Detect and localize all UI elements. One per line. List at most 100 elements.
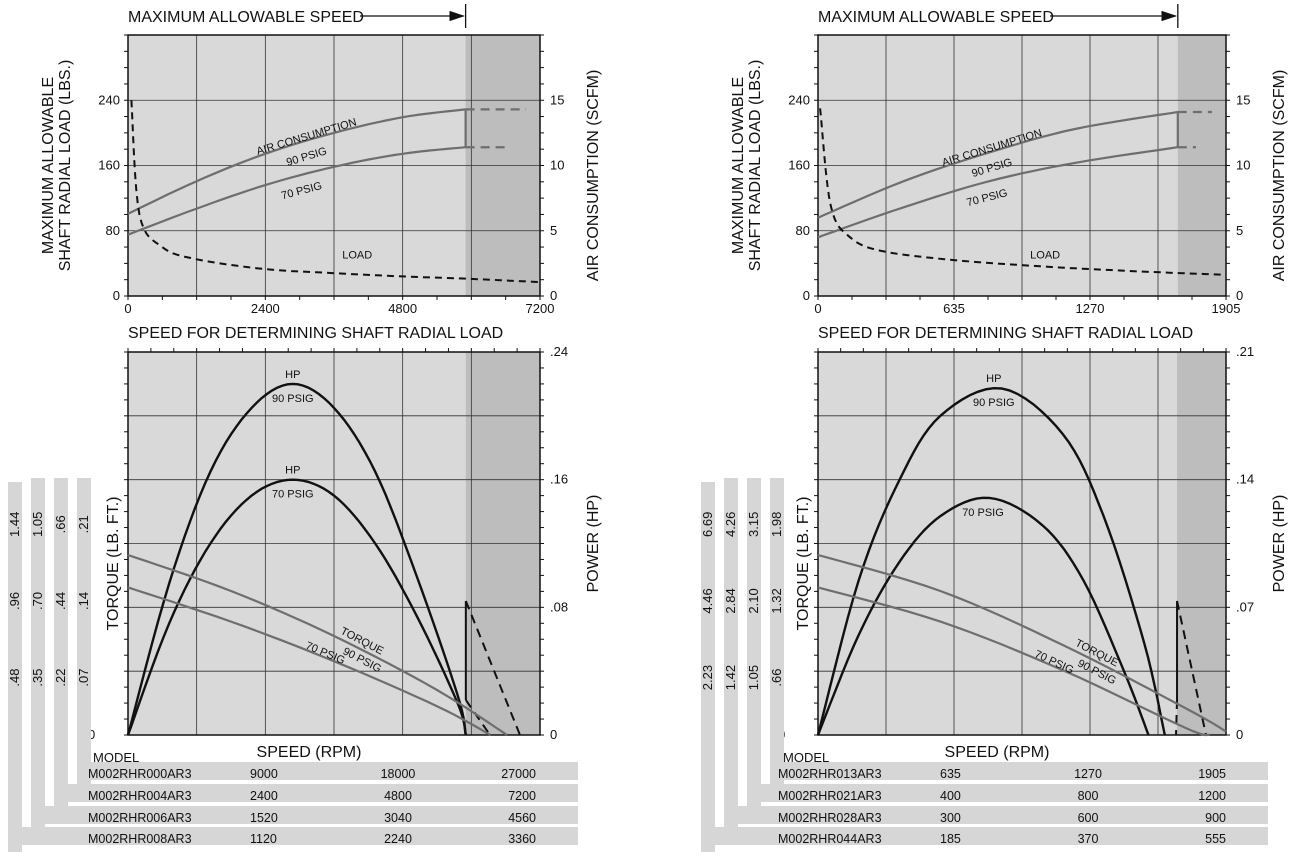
torque-scale-value: 1.05 — [30, 512, 45, 537]
speed-axis-title: SPEED (RPM) — [257, 744, 362, 761]
max-speed-label: MAXIMUM ALLOWABLE SPEED — [818, 9, 1054, 26]
hp-70-psig-label: 70 PSIG — [962, 507, 1004, 519]
speed-value: 2240 — [384, 832, 412, 846]
shaft-radial-load-line — [819, 108, 1227, 276]
upper-left-tick-label: 0 — [113, 288, 120, 303]
power-axis-title: POWER (HP) — [1271, 495, 1288, 593]
speed-value: 185 — [940, 832, 961, 846]
upper-left-axis-title: MAXIMUM ALLOWABLESHAFT RADIAL LOAD (LBS.… — [40, 60, 74, 272]
model-name: M002RHR044AR3 — [778, 832, 882, 846]
upper-x-axis-title: SPEED FOR DETERMINING SHAFT RADIAL LOAD — [128, 325, 503, 342]
torque-70psig-line — [817, 586, 1210, 737]
upper-right-axis-title: AIR CONSUMPTION (SCFM) — [1271, 70, 1288, 282]
torque-scale-value: 1.98 — [769, 512, 784, 537]
upper-left-tick-label: 160 — [788, 158, 810, 173]
torque-scale-value: .66 — [53, 515, 68, 533]
torque-scale-strip — [8, 482, 22, 852]
model-name: M002RHR000AR3 — [88, 767, 192, 781]
lower-right-tick-label: .16 — [550, 472, 568, 487]
torque-90psig-line — [817, 553, 1227, 733]
shaft-radial-load-line — [130, 100, 541, 284]
torque-scale-value: .44 — [53, 592, 68, 610]
upper-right-tick-label: 0 — [1236, 288, 1243, 303]
model-row-bar — [8, 827, 578, 845]
upper-left-tick-label: 80 — [106, 223, 120, 238]
hp-90psig-line — [816, 386, 1166, 736]
speed-value: 1905 — [1198, 767, 1226, 781]
lower-right-tick-label: 0 — [1236, 727, 1243, 742]
torque-scale-value: .66 — [769, 669, 784, 687]
hp-70-psig-label: 70 PSIG — [272, 489, 314, 501]
hp-70-label: HP — [285, 465, 300, 477]
model-name: M002RHR008AR3 — [88, 832, 192, 846]
air-consumption-90psig-line — [817, 110, 1178, 219]
hp-90psig-line — [126, 382, 467, 736]
torque-scale-value: 1.32 — [769, 588, 784, 613]
torque-scale-value: 2.10 — [746, 588, 761, 613]
upper-right-tick-label: 10 — [550, 158, 564, 173]
lower-right-tick-label: 0 — [550, 727, 557, 742]
hp-70psig-line — [816, 496, 1150, 736]
speed-value: 1200 — [1198, 789, 1226, 803]
power-axis-title: POWER (HP) — [585, 495, 602, 593]
speed-value: 370 — [1078, 832, 1099, 846]
torque-90psig-line — [127, 553, 508, 736]
upper-left-tick-label: 160 — [98, 158, 120, 173]
max-speed-label: MAXIMUM ALLOWABLE SPEED — [128, 9, 364, 26]
upper-x-tick-label: 0 — [124, 301, 131, 316]
lower-right-tick-label: .14 — [1236, 472, 1254, 487]
lower-right-tick-label: .21 — [1236, 344, 1254, 359]
torque-70psig-line — [127, 586, 492, 736]
torque-scale-value: .22 — [53, 669, 68, 687]
torque-scale-value: 2.23 — [700, 665, 715, 690]
speed-value: 27000 — [501, 767, 536, 781]
torque-scale-value: .96 — [7, 592, 22, 610]
torque-scale-value: .21 — [76, 515, 91, 533]
torque-scale-strip — [770, 478, 784, 798]
speed-value: 900 — [1205, 811, 1226, 825]
torque-scale-value: 4.46 — [700, 588, 715, 613]
speed-value: 400 — [940, 789, 961, 803]
model-name: M002RHR028AR3 — [778, 811, 882, 825]
model-row-bar — [770, 762, 1268, 780]
speed-value: 7200 — [508, 789, 536, 803]
torque-scale-strip — [701, 482, 715, 852]
upper-right-tick-label: 0 — [550, 288, 557, 303]
hp-90-psig-label: 90 PSIG — [272, 393, 314, 405]
model-header: MODEL — [93, 750, 139, 765]
torque70-overspeed-dashed — [465, 699, 491, 736]
air-consumption-70psig-line — [127, 146, 466, 236]
speed-value: 600 — [1078, 811, 1099, 825]
model-row-bar — [747, 784, 1268, 802]
air-consumption-90psig-line — [127, 108, 466, 215]
torque-scale-value: 1.44 — [7, 512, 22, 537]
torque-scale-strip — [31, 478, 45, 837]
speed-value: 300 — [940, 811, 961, 825]
speed-value: 1120 — [250, 832, 277, 846]
torque70-overspeed-dashed — [1175, 699, 1179, 736]
model-name: M002RHR021AR3 — [778, 789, 882, 803]
torque-scale-strip — [54, 478, 68, 817]
torque-scale-strip — [724, 478, 738, 837]
lower-zero-label: 0 — [88, 727, 95, 742]
torque-scale-value: .07 — [76, 669, 91, 687]
upper-left-tick-label: 80 — [796, 223, 810, 238]
hp-90-label: HP — [285, 369, 300, 381]
speed-value: 9000 — [250, 767, 278, 781]
hp-70psig-line — [126, 478, 467, 736]
upper-left-axis-title-line1: MAXIMUM ALLOWABLE — [730, 77, 747, 254]
hp-90-label: HP — [986, 373, 1001, 385]
upper-x-axis-title: SPEED FOR DETERMINING SHAFT RADIAL LOAD — [818, 325, 1193, 342]
speed-value: 800 — [1078, 789, 1099, 803]
upper-x-tick-label: 635 — [943, 301, 965, 316]
air-consumption-70psig-line — [817, 146, 1178, 239]
upper-left-axis-title-line1: MAXIMUM ALLOWABLE — [40, 77, 57, 254]
torque-scale-value: 3.15 — [746, 512, 761, 537]
load-label: LOAD — [1030, 249, 1060, 261]
hp-90-psig-label: 90 PSIG — [973, 397, 1015, 409]
upper-left-tick-label: 240 — [98, 92, 120, 107]
speed-value: 18000 — [381, 767, 416, 781]
speed-value: 555 — [1205, 832, 1226, 846]
upper-right-tick-label: 5 — [1236, 223, 1243, 238]
